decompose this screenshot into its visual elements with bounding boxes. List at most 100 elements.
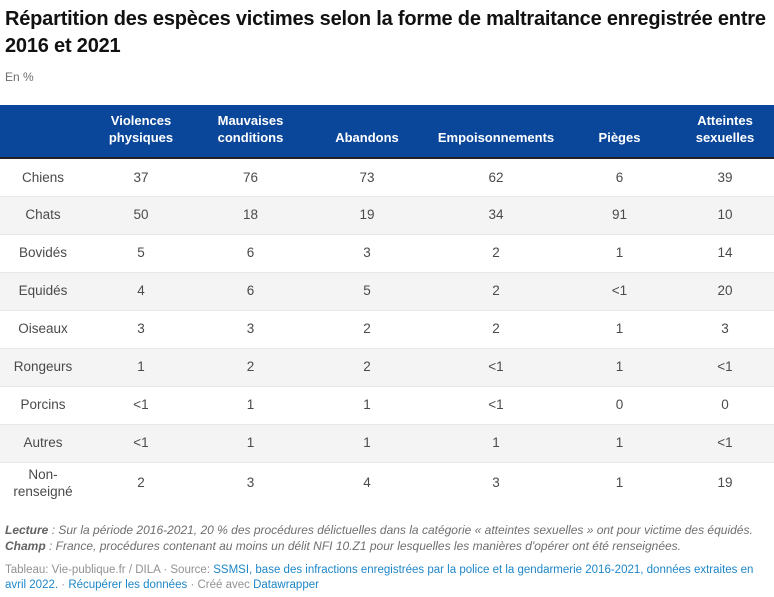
data-table: Violences physiques Mauvaises conditions A…: [0, 105, 774, 504]
table-cell: 2: [305, 309, 429, 349]
table-cell: 1: [563, 233, 676, 273]
table-cell: 1: [563, 309, 676, 349]
table-row: Equidés 4 6 5 2 <1 20: [0, 271, 774, 311]
champ-note: Champ : France, procédures contenant au …: [5, 538, 768, 555]
table-cell: 50: [86, 195, 196, 235]
lecture-text: : Sur la période 2016-2021, 20 % des pro…: [51, 522, 753, 537]
table-cell: 3: [676, 309, 774, 349]
table-cell: 1: [196, 385, 305, 425]
chart-notes: Lecture : Sur la période 2016-2021, 20 %…: [5, 522, 768, 555]
row-label: Chiens: [0, 157, 86, 197]
lecture-note: Lecture : Sur la période 2016-2021, 20 %…: [5, 522, 768, 539]
table-cell: 4: [86, 271, 196, 311]
table-row: Porcins <1 1 1 <1 0 0: [0, 385, 774, 425]
table-cell: 6: [196, 271, 305, 311]
table-cell: 4: [305, 461, 429, 504]
table-cell: 1: [86, 347, 196, 387]
column-header: Violences physiques: [86, 105, 196, 160]
column-header: Empoisonnements: [429, 105, 563, 160]
table-cell: 2: [429, 271, 563, 311]
table-cell: 0: [676, 385, 774, 425]
table-cell: 2: [305, 347, 429, 387]
row-label: Equidés: [0, 271, 86, 311]
chart-header: Répartition des espèces victimes selon l…: [0, 0, 774, 84]
table-cell: 39: [676, 157, 774, 197]
table-cell: 3: [305, 233, 429, 273]
table-cell: 6: [563, 157, 676, 197]
page-title: Répartition des espèces victimes selon l…: [5, 8, 766, 57]
table-cell: 0: [563, 385, 676, 425]
table-cell: <1: [86, 385, 196, 425]
table-cell: 1: [429, 423, 563, 463]
column-header: Pièges: [563, 105, 676, 160]
table-cell: 37: [86, 157, 196, 197]
table-cell: 91: [563, 195, 676, 235]
table-row: Non-renseigné 2 3 4 3 1 19: [0, 461, 774, 504]
table-cell: 3: [196, 309, 305, 349]
column-header: Atteintes sexuelles: [676, 105, 774, 160]
table-row: Bovidés 5 6 3 2 1 14: [0, 233, 774, 273]
champ-label: Champ: [5, 539, 46, 554]
attribution-text: Tableau: Vie-publique.fr / DILA: [5, 563, 161, 576]
source-link[interactable]: SSMSI, base des infractions enregistrées…: [5, 563, 754, 591]
table-row: Rongeurs 1 2 2 <1 1 <1: [0, 347, 774, 387]
table-header-row: Violences physiques Mauvaises conditions A…: [0, 105, 774, 160]
table-cell: 1: [305, 423, 429, 463]
table-cell: 3: [86, 309, 196, 349]
separator-dot: ·: [190, 578, 195, 591]
row-label: Oiseaux: [0, 309, 86, 349]
table-cell: 3: [429, 461, 563, 504]
table-row: Chats 50 18 19 34 91 10: [0, 195, 774, 235]
table-cell: 20: [676, 271, 774, 311]
table-cell: 1: [563, 423, 676, 463]
table-cell: 1: [196, 423, 305, 463]
table-cell: 1: [563, 347, 676, 387]
table-cell: <1: [86, 423, 196, 463]
table-cell: <1: [563, 271, 676, 311]
corner-header: [0, 105, 86, 160]
row-label: Non-renseigné: [0, 461, 86, 504]
table-row: Oiseaux 3 3 2 2 1 3: [0, 309, 774, 349]
table-cell: 2: [86, 461, 196, 504]
table-cell: 19: [305, 195, 429, 235]
created-with-text: Créé avec: [197, 578, 250, 591]
datawrapper-link[interactable]: Datawrapper: [253, 578, 319, 591]
table-cell: 73: [305, 157, 429, 197]
column-header: Mauvaises conditions: [196, 105, 305, 160]
chart-footer: Tableau: Vie-publique.fr / DILA · Source…: [5, 563, 768, 592]
table-cell: 34: [429, 195, 563, 235]
table-cell: 2: [196, 347, 305, 387]
table-cell: 6: [196, 233, 305, 273]
table-cell: 19: [676, 461, 774, 504]
champ-text: : France, procédures contenant au moins …: [49, 539, 681, 554]
table-cell: 1: [305, 385, 429, 425]
row-label: Autres: [0, 423, 86, 463]
table-cell: <1: [429, 385, 563, 425]
row-label: Chats: [0, 195, 86, 235]
table-cell: 5: [305, 271, 429, 311]
table-cell: 3: [196, 461, 305, 504]
table-cell: 5: [86, 233, 196, 273]
row-label: Porcins: [0, 385, 86, 425]
table-cell: 2: [429, 309, 563, 349]
table-cell: 18: [196, 195, 305, 235]
table-cell: <1: [429, 347, 563, 387]
separator-dot: ·: [61, 578, 66, 591]
chart-subtitle: En %: [5, 70, 34, 85]
table-cell: 10: [676, 195, 774, 235]
source-prefix: Source:: [170, 563, 211, 576]
row-label: Rongeurs: [0, 347, 86, 387]
table-cell: <1: [676, 347, 774, 387]
lecture-label: Lecture: [5, 522, 49, 537]
table-cell: <1: [676, 423, 774, 463]
table-row: Chiens 37 76 73 62 6 39: [0, 157, 774, 197]
column-header: Abandons: [305, 105, 429, 160]
table-cell: 62: [429, 157, 563, 197]
table-cell: 76: [196, 157, 305, 197]
table-cell: 2: [429, 233, 563, 273]
row-label: Bovidés: [0, 233, 86, 273]
table-cell: 14: [676, 233, 774, 273]
download-data-link[interactable]: Récupérer les données: [68, 578, 188, 591]
separator-dot: ·: [163, 563, 168, 576]
table-cell: 1: [563, 461, 676, 504]
